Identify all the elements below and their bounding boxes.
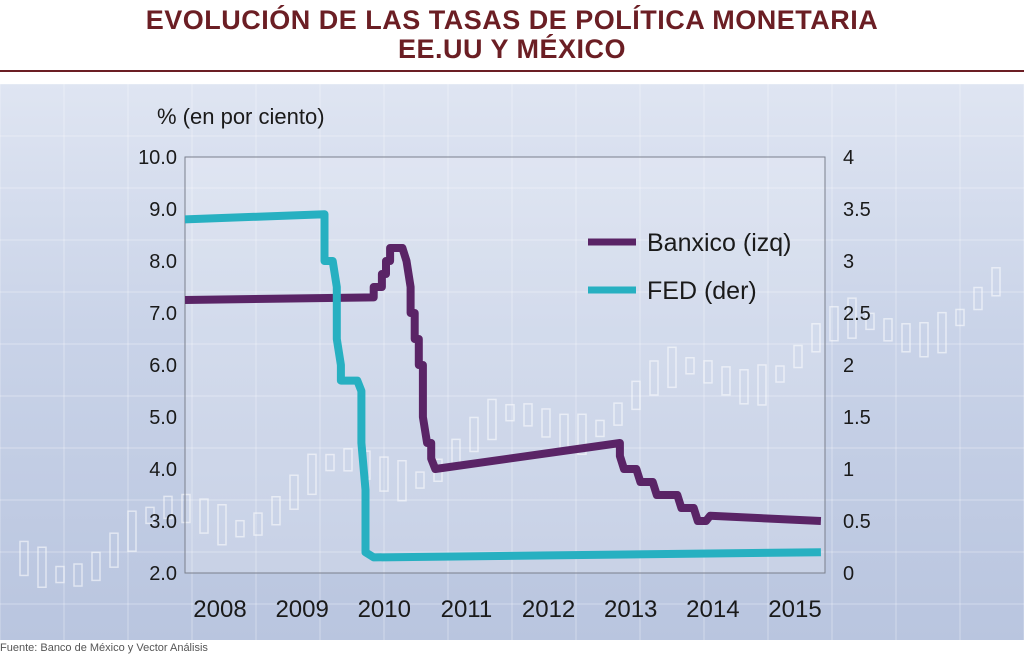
y-tick-left: 9.0	[149, 199, 177, 221]
bg-candle	[757, 364, 767, 406]
y-tick-right: 0	[843, 563, 854, 585]
bg-candle	[685, 357, 695, 375]
bg-candle	[739, 369, 749, 405]
y-tick-left: 7.0	[149, 303, 177, 325]
bg-candle	[649, 360, 659, 396]
bg-candle	[343, 448, 353, 472]
bg-candle	[721, 366, 731, 396]
bg-candle	[109, 532, 119, 568]
bg-candle	[955, 308, 965, 327]
bg-candle	[667, 346, 677, 389]
bg-candle	[847, 297, 857, 339]
bg-candle	[901, 323, 911, 353]
legend-label: Banxico (izq)	[647, 229, 792, 257]
bg-candle	[973, 286, 983, 311]
bg-candle	[631, 380, 641, 411]
bg-candle	[991, 267, 1001, 297]
bg-candle	[271, 495, 281, 526]
bg-candle	[865, 312, 875, 331]
y-tick-left: 10.0	[138, 147, 177, 169]
title-rule	[0, 70, 1024, 72]
bg-candle	[595, 419, 605, 438]
bg-candle	[55, 565, 65, 584]
bg-candle	[307, 453, 317, 496]
bg-candle	[415, 471, 425, 489]
legend-label: FED (der)	[647, 277, 757, 305]
bg-candle	[379, 456, 389, 492]
x-tick-label: 2009	[275, 596, 328, 623]
legend: Banxico (izq) FED (der)	[588, 229, 792, 305]
bg-candle	[577, 413, 587, 456]
chart-title-line1: EVOLUCIÓN DE LAS TASAS DE POLÍTICA MONET…	[145, 5, 879, 35]
y-tick-right: 2	[843, 355, 854, 377]
bg-candle	[397, 459, 407, 502]
y-axis-label: % (en por ciento)	[157, 104, 325, 129]
y-tick-right: 0.5	[843, 511, 871, 533]
bg-candle	[523, 403, 533, 427]
bg-candle	[37, 546, 47, 589]
series-layer	[184, 210, 822, 562]
bg-candle	[91, 551, 101, 582]
chart-area	[0, 84, 1024, 640]
bg-candle	[505, 403, 515, 422]
y-tick-left: 3.0	[149, 511, 177, 533]
y-tick-left: 8.0	[149, 251, 177, 273]
bg-candle	[703, 360, 713, 384]
x-tick-label: 2013	[604, 596, 657, 623]
bg-candle	[199, 498, 209, 534]
y-tick-right: 3.5	[843, 199, 871, 221]
bg-candle	[217, 504, 227, 546]
bg-candle	[541, 408, 551, 438]
title-block: EVOLUCIÓN DE LAS TASAS DE POLÍTICA MONET…	[0, 0, 1024, 76]
bg-candle	[829, 305, 839, 342]
y-tick-right: 1	[843, 459, 854, 481]
bg-candle	[793, 344, 803, 369]
y-tick-right: 3	[843, 251, 854, 273]
axis-ticks: % (en por ciento) 10.0 9.0 8.0 7.0 6.0 5.0 4.0 3…	[138, 104, 871, 623]
bg-candle	[181, 493, 191, 524]
chart-title-line2: EE.UU Y MÉXICO	[397, 34, 627, 64]
bg-candle	[145, 506, 155, 525]
y-tick-left: 4.0	[149, 459, 177, 481]
bg-candle	[289, 474, 299, 510]
y-tick-right: 2.5	[843, 303, 871, 325]
x-tick-label: 2010	[358, 596, 411, 623]
y-tick-right: 1.5	[843, 407, 871, 429]
x-tick-label: 2011	[441, 596, 493, 623]
series-line-fed	[184, 210, 821, 562]
bg-candle	[127, 510, 137, 552]
x-tick-label: 2015	[768, 596, 821, 623]
bg-candle	[73, 563, 83, 587]
y-tick-left: 5.0	[149, 407, 177, 429]
y-tick-left: 6.0	[149, 355, 177, 377]
y-tick-left: 2.0	[149, 563, 177, 585]
bg-candle	[937, 311, 947, 354]
bg-candle	[253, 512, 263, 536]
bg-candle	[325, 453, 335, 472]
bg-candle	[163, 495, 173, 520]
bg-candle	[811, 323, 821, 353]
plot-frame-rect	[184, 156, 826, 574]
bg-candle	[235, 519, 245, 538]
bg-candle	[487, 398, 497, 441]
plot-frame	[184, 156, 826, 574]
bg-candle	[469, 416, 479, 453]
x-tick-label: 2014	[686, 596, 739, 623]
bg-candle	[883, 318, 893, 342]
bg-candle	[19, 540, 29, 577]
x-tick-label: 2012	[522, 596, 575, 623]
series-line-banxico	[184, 244, 822, 525]
bg-candle	[775, 365, 785, 383]
bg-candle	[919, 321, 929, 358]
x-tick-label: 2008	[193, 596, 246, 623]
chart-background	[0, 84, 1024, 640]
y-tick-right: 4	[843, 147, 854, 169]
source-note: Fuente: Banco de México y Vector Análisi…	[0, 642, 208, 654]
bg-candle	[613, 402, 623, 426]
